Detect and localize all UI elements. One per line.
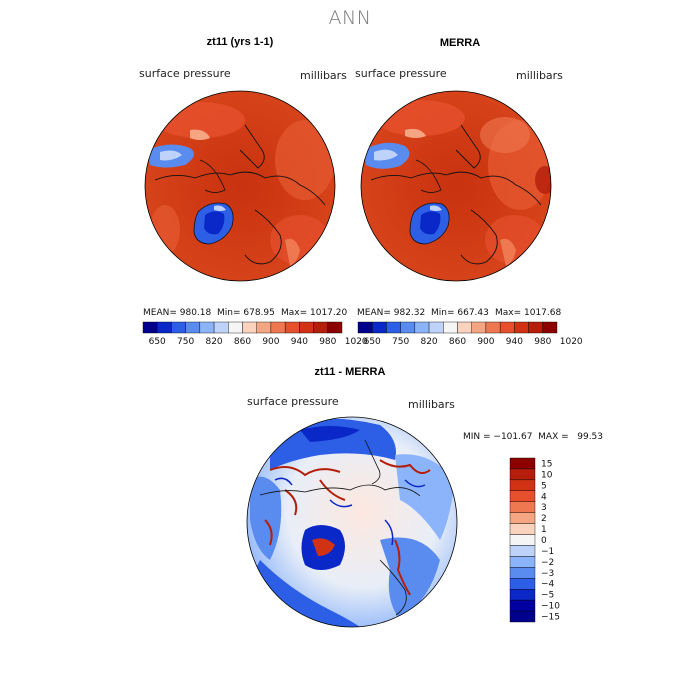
colorbar-swatch: [157, 321, 172, 334]
colorbar-tick-label: 1020: [345, 337, 368, 347]
colorbar-tick-label: 10: [541, 470, 553, 480]
colorbar-tick-label: −2: [541, 558, 554, 568]
colorbar-swatch: [509, 523, 536, 535]
colorbar-tick-label: 860: [449, 337, 466, 347]
colorbar-swatch: [509, 490, 536, 502]
panel3-units-label: millibars: [408, 398, 455, 411]
colorbar-tick-label: 5: [541, 481, 547, 491]
colorbar-tick-label: 750: [177, 337, 194, 347]
colorbar-swatch: [509, 479, 536, 492]
panel1-units-label: millibars: [300, 69, 347, 82]
colorbar-swatch: [509, 599, 536, 612]
colorbar-swatch: [313, 321, 328, 334]
colorbar-tick-label: 2: [541, 514, 547, 524]
colorbar-swatch: [509, 534, 536, 546]
panel1-max: Max= 1017.20: [281, 308, 348, 318]
colorbar-swatch: [542, 321, 558, 334]
colorbar-swatch: [199, 321, 215, 334]
colorbar-swatch: [414, 321, 430, 334]
colorbar-tick-label: 820: [205, 337, 222, 347]
colorbar-tick-label: 3: [541, 503, 547, 513]
colorbar-tick-label: 650: [149, 337, 166, 347]
panel2-units-label: millibars: [516, 69, 563, 82]
panel2-title: MERRA: [439, 37, 481, 49]
panel2-mean: MEAN= 982.32: [357, 308, 426, 318]
colorbar-swatch: [509, 468, 536, 481]
colorbar-tick-label: −1: [541, 547, 554, 557]
colorbar-swatch: [242, 321, 257, 334]
colorbar-tick-label: 0: [541, 536, 547, 546]
panel3-minmax: MIN = −101.67 MAX = 99.53: [463, 432, 604, 442]
colorbar-swatch: [185, 321, 201, 334]
colorbar-swatch: [443, 321, 458, 334]
colorbar-swatch: [514, 321, 529, 334]
colorbar-swatch: [386, 321, 401, 334]
colorbar-swatch: [400, 321, 416, 334]
colorbar-tick-label: 900: [262, 337, 279, 347]
colorbar-tick-label: 650: [364, 337, 381, 347]
colorbar-swatch: [228, 321, 243, 334]
colorbar-tick-label: 900: [477, 337, 494, 347]
map-model: [144, 90, 336, 282]
colorbar-swatch: [213, 321, 229, 334]
colorbar-tick-label: 750: [392, 337, 409, 347]
panel3-variable-label: surface pressure: [247, 395, 339, 408]
colorbar-swatch: [142, 321, 158, 334]
panel1-mean: MEAN= 980.18: [143, 308, 212, 318]
colorbar-swatch: [171, 321, 186, 334]
colorbar-tick-label: 980: [319, 337, 336, 347]
colorbar-tick-label: 820: [420, 337, 437, 347]
colorbar-swatch: [270, 321, 286, 334]
colorbar-tick-label: 940: [506, 337, 523, 347]
colorbar-tick-label: −4: [541, 580, 555, 590]
colorbar-tick-label: 1: [541, 525, 547, 535]
colorbar-merra: 650 750 820 860 900 940 980 1020: [357, 321, 583, 347]
panel2-max: Max= 1017.68: [495, 308, 562, 318]
panel1-variable-label: surface pressure: [139, 67, 231, 80]
panel1-min: Min= 678.95: [217, 308, 275, 318]
colorbar-swatch: [299, 321, 314, 334]
colorbar-swatch: [471, 321, 487, 334]
map-difference: [246, 416, 458, 628]
map-merra: [360, 90, 552, 282]
colorbar-swatch: [284, 321, 300, 334]
panel3-title: zt11 - MERRA: [314, 366, 386, 378]
colorbar-swatch: [509, 578, 536, 590]
colorbar-swatch: [509, 501, 536, 513]
colorbar-swatch: [509, 457, 536, 470]
panel1-title: zt11 (yrs 1-1): [206, 36, 274, 48]
colorbar-swatch: [528, 321, 543, 334]
colorbar-swatch: [509, 589, 536, 601]
page-title: ANN: [328, 7, 372, 29]
colorbar-swatch: [256, 321, 272, 334]
colorbar-swatch: [357, 321, 373, 334]
colorbar-tick-label: 860: [234, 337, 251, 347]
colorbar-swatch: [457, 321, 472, 334]
colorbar-swatch: [509, 567, 536, 579]
colorbar-tick-label: 1020: [560, 337, 583, 347]
colorbar-swatch: [485, 321, 501, 334]
colorbar-tick-label: 980: [534, 337, 551, 347]
colorbar-tick-label: −5: [541, 591, 554, 601]
panel2-variable-label: surface pressure: [355, 67, 447, 80]
colorbar-swatch: [428, 321, 444, 334]
colorbar-swatch: [509, 512, 536, 524]
colorbar-swatch: [509, 545, 536, 557]
colorbar-swatch: [372, 321, 387, 334]
colorbar-swatch: [327, 321, 343, 334]
colorbar-tick-label: −15: [541, 613, 560, 623]
colorbar-swatch: [509, 556, 536, 568]
colorbar-tick-label: 4: [541, 492, 547, 502]
colorbar-swatch: [499, 321, 515, 334]
colorbar-tick-label: 15: [541, 459, 552, 469]
colorbar-tick-label: −10: [541, 602, 560, 612]
colorbar-tick-label: −3: [541, 569, 554, 579]
colorbar-tick-label: 940: [291, 337, 308, 347]
panel2-min: Min= 667.43: [431, 308, 489, 318]
colorbar-model: 650 750 820 860 900 940 980 1020: [142, 321, 368, 347]
colorbar-swatch: [509, 610, 536, 623]
